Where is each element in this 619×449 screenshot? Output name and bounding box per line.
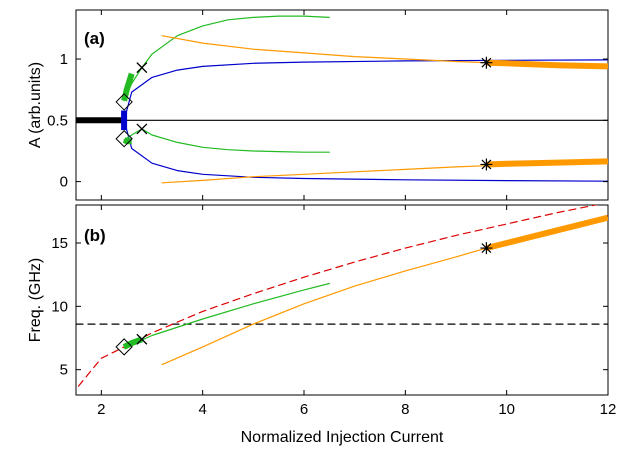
x-tick-label: 12 bbox=[600, 401, 617, 418]
series-orange-thick-line bbox=[486, 59, 608, 70]
series-blue-line bbox=[123, 119, 608, 182]
series-green-line bbox=[123, 15, 330, 102]
star-marker bbox=[480, 158, 493, 171]
series-orange-line bbox=[161, 247, 487, 366]
panel-b-label: (b) bbox=[84, 226, 106, 245]
series-orange-thick-line bbox=[486, 158, 608, 168]
series-blue-line bbox=[123, 59, 608, 121]
series-green-line bbox=[123, 282, 330, 349]
series-orange-line bbox=[161, 165, 487, 184]
star-marker bbox=[480, 242, 493, 255]
y-tick-label: 0.5 bbox=[47, 112, 68, 129]
y-tick-label: 5 bbox=[60, 362, 68, 379]
panel-b-axes-box bbox=[75, 204, 609, 396]
series-green-thick-line bbox=[121, 72, 135, 102]
series-green-thick-line bbox=[122, 336, 143, 350]
panel-a-label: (a) bbox=[84, 29, 105, 48]
series-green-line bbox=[123, 128, 330, 153]
series-orange-thick-line bbox=[485, 214, 608, 252]
panel-b-series-group bbox=[76, 205, 608, 387]
panel-b-x-axis-label: Normalized Injection Current bbox=[241, 429, 444, 446]
panel-a: 00.51 (a) A (arb.units) bbox=[27, 9, 609, 201]
x-tick-label: 2 bbox=[97, 401, 105, 418]
x-tick-label: 10 bbox=[498, 401, 515, 418]
panel-a-y-axis-label: A (arb.units) bbox=[27, 62, 44, 148]
diamond-marker bbox=[115, 130, 133, 148]
panel-b-plot-area bbox=[76, 205, 608, 387]
x-tick-label: 6 bbox=[300, 401, 308, 418]
cross-marker bbox=[136, 62, 148, 74]
y-tick-label: 15 bbox=[51, 235, 68, 252]
panel-b-y-axis-label: Freq. (GHz) bbox=[27, 258, 44, 342]
y-tick-label: 1 bbox=[60, 51, 68, 68]
panel-b-ticks: 2 4 6 8 10 12 5 10 15 bbox=[51, 205, 616, 418]
x-tick-label: 4 bbox=[198, 401, 206, 418]
diamond-marker bbox=[115, 93, 133, 111]
cross-marker bbox=[136, 333, 148, 345]
diamond-marker bbox=[115, 338, 133, 356]
series-orange-line bbox=[161, 35, 487, 64]
x-tick-label: 8 bbox=[401, 401, 409, 418]
star-marker bbox=[480, 56, 493, 69]
y-tick-label: 0 bbox=[60, 174, 68, 191]
panel-b: 2 4 6 8 10 12 5 10 15 (b) Freq. (GHz) Normalized… bbox=[27, 204, 616, 446]
panel-a-ticks: 00.51 bbox=[47, 10, 609, 200]
panel-a-series-group bbox=[76, 15, 608, 184]
panel-a-axes-box bbox=[75, 9, 609, 201]
panel-a-plot-area bbox=[76, 15, 608, 184]
cross-marker bbox=[136, 123, 148, 135]
y-tick-label: 10 bbox=[51, 298, 68, 315]
